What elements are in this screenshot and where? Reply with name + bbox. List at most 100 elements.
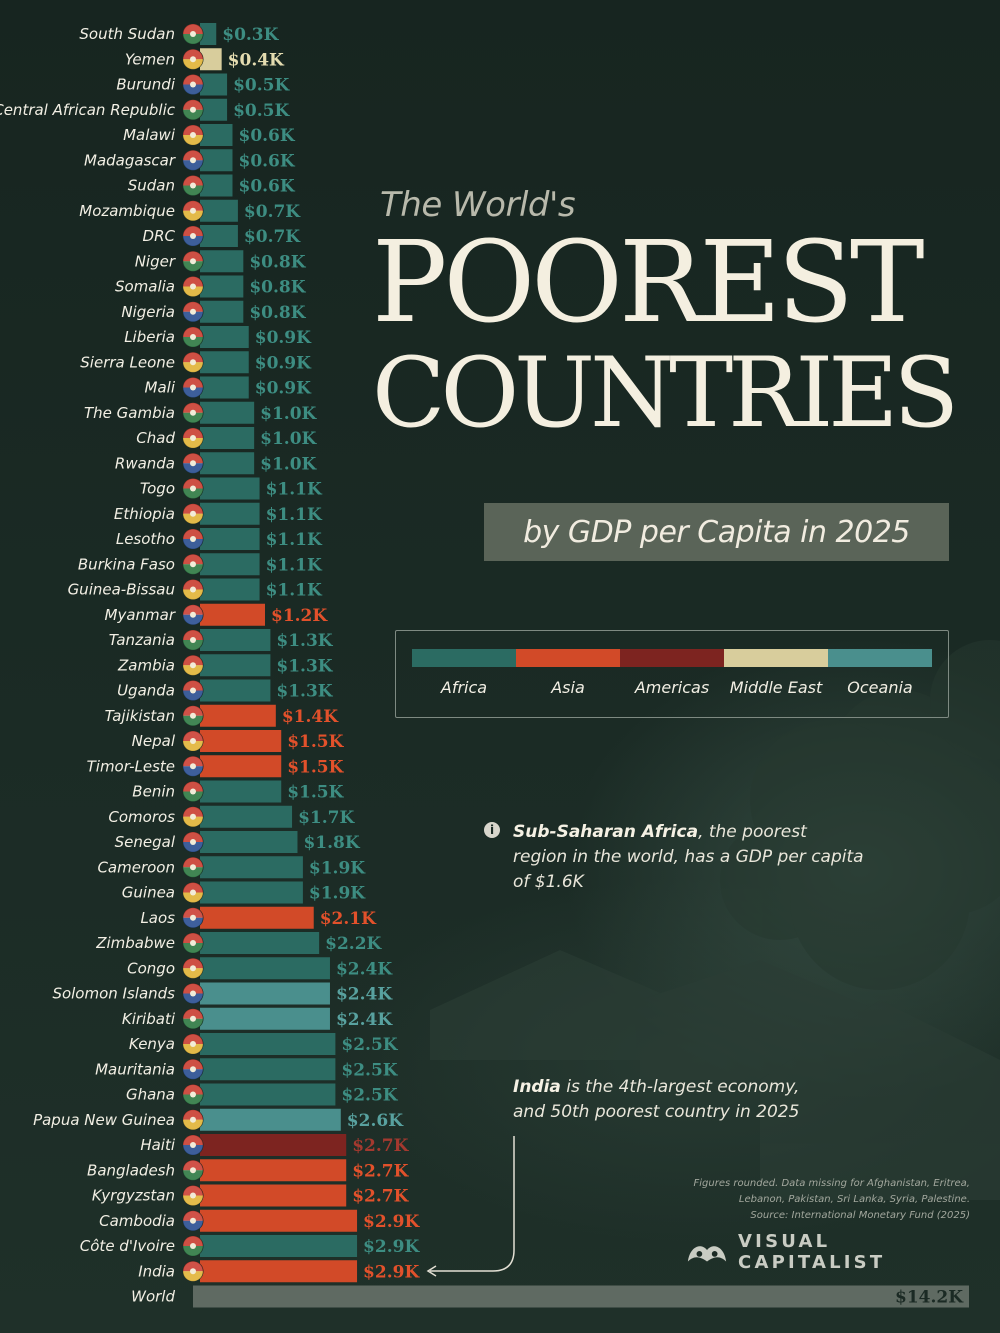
value-label-mali: $0.9K [255, 379, 312, 399]
bar-niger [200, 250, 244, 273]
country-label-mauritania: Mauritania [95, 1060, 175, 1078]
annotation-india: India is the 4th-largest economy, and 50… [513, 1075, 813, 1125]
value-label-burundi: $0.5K [233, 76, 290, 96]
title-block: The World's POOREST COUNTRIES [372, 185, 972, 441]
bar-burundi [200, 73, 228, 96]
country-label-nepal: Nepal [132, 732, 176, 750]
benin-flag-icon [182, 781, 204, 802]
country-label-central-african-republic: Central African Republic [0, 101, 176, 119]
legend-label-oceania: Oceania [847, 678, 913, 697]
value-label-sudan: $0.6K [238, 177, 295, 197]
info-icon: i [484, 822, 500, 838]
legend-item-oceania: Oceania [828, 649, 932, 697]
india-flag-icon [182, 1260, 204, 1282]
value-label-kyrgyzstan: $2.7K [352, 1187, 409, 1207]
country-label-kenya: Kenya [129, 1035, 175, 1053]
value-label-india: $2.9K [363, 1262, 420, 1282]
value-label-world: $14.2K [895, 1288, 964, 1308]
country-label-yemen: Yemen [125, 50, 175, 68]
subtitle: by GDP per Capita in 2025 [523, 514, 910, 550]
footnote-source: Source: International Monetary Fund (202… [750, 1210, 970, 1221]
country-label-senegal: Senegal [115, 833, 176, 851]
value-label-drc: $0.7K [244, 227, 301, 247]
value-label-somalia: $0.8K [249, 278, 306, 298]
brand-footer: VISUAL CAPITALIST [686, 1231, 976, 1273]
value-label-south-sudan: $0.3K [222, 25, 279, 45]
value-label-central-african-republic: $0.5K [233, 101, 290, 121]
legend-swatch-asia [516, 649, 620, 667]
bar-mali [200, 376, 249, 399]
gambia-flag-icon [182, 402, 204, 424]
madagascar-flag-icon [182, 149, 204, 171]
value-label-c-te-d-ivoire: $2.9K [363, 1237, 420, 1257]
country-label-the-gambia: The Gambia [84, 404, 175, 422]
country-label-haiti: Haiti [140, 1136, 176, 1154]
country-label-bangladesh: Bangladesh [87, 1161, 175, 1179]
bar-c-te-d-ivoire [200, 1235, 358, 1257]
guinea-bissau-flag-icon [182, 579, 204, 600]
bar-tanzania [200, 629, 271, 651]
timor-leste-flag-icon [182, 755, 204, 777]
central-african-republic-flag-icon [182, 99, 204, 121]
country-label-kyrgyzstan: Kyrgyzstan [92, 1187, 175, 1205]
legend-label-asia: Asia [551, 678, 585, 697]
solomon-islands-flag-icon [182, 983, 204, 1004]
mali-flag-icon [182, 377, 204, 398]
malawi-flag-icon [182, 124, 204, 146]
value-label-myanmar: $1.2K [271, 606, 328, 626]
burkina-faso-flag-icon [182, 553, 204, 575]
ethiopia-flag-icon [182, 503, 204, 525]
country-label-burundi: Burundi [116, 76, 175, 94]
sierra-leone-flag-icon [182, 351, 204, 373]
value-label-bangladesh: $2.7K [352, 1161, 409, 1181]
burundi-flag-icon [182, 74, 204, 95]
country-label-lesotho: Lesotho [116, 530, 175, 548]
country-label-ethiopia: Ethiopia [114, 505, 175, 523]
bar-chad [200, 427, 255, 449]
annotation-africa-text: Sub-Saharan Africa, the poorest region i… [513, 820, 864, 895]
bar-uganda [200, 679, 271, 702]
myanmar-flag-icon [182, 604, 204, 626]
country-label-burkina-faso: Burkina Faso [78, 555, 175, 573]
country-label-guinea-bissau: Guinea-Bissau [68, 581, 175, 599]
cambodia-flag-icon [182, 1210, 204, 1232]
country-label-somalia: Somalia [115, 278, 175, 296]
cote-divoire-flag-icon [182, 1235, 204, 1257]
value-label-comoros: $1.7K [298, 808, 355, 828]
country-label-malawi: Malawi [123, 126, 176, 144]
value-label-zimbabwe: $2.2K [325, 934, 382, 954]
annotation-africa: i Sub-Saharan Africa, the poorest region… [484, 820, 864, 895]
value-label-cambodia: $2.9K [363, 1212, 420, 1232]
value-label-senegal: $1.8K [303, 833, 360, 853]
bar-ghana [200, 1083, 336, 1106]
bar-cambodia [200, 1209, 358, 1232]
bar-malawi [200, 124, 233, 146]
tajikistan-flag-icon [182, 705, 204, 727]
country-label-ghana: Ghana [126, 1086, 175, 1104]
country-label-india: India [138, 1262, 175, 1280]
bar-timor-leste [200, 755, 282, 778]
value-label-papua-new-guinea: $2.6K [347, 1111, 404, 1131]
country-label-uganda: Uganda [117, 682, 175, 700]
sudan-flag-icon [182, 175, 204, 196]
bar-rwanda [200, 452, 255, 475]
country-label-comoros: Comoros [108, 808, 175, 826]
country-label-sudan: Sudan [128, 177, 175, 195]
country-label-niger: Niger [135, 252, 176, 270]
title-main-line2: COUNTRIES [372, 337, 959, 449]
value-label-cameroon: $1.9K [309, 858, 366, 878]
bar-senegal [200, 831, 298, 853]
bar-comoros [200, 805, 293, 828]
bar-yemen [200, 48, 222, 71]
kiribati-flag-icon [182, 1008, 204, 1030]
bar-zambia [200, 654, 271, 677]
value-label-ghana: $2.5K [341, 1086, 398, 1106]
bar-world [193, 1285, 969, 1308]
legend-swatch-africa [412, 649, 516, 667]
country-label-zimbabwe: Zimbabwe [95, 934, 175, 952]
mozambique-flag-icon [182, 200, 204, 222]
legend-swatch-oceania [828, 649, 932, 667]
bar-mauritania [200, 1058, 336, 1081]
country-label-papua-new-guinea: Papua New Guinea [33, 1111, 175, 1129]
